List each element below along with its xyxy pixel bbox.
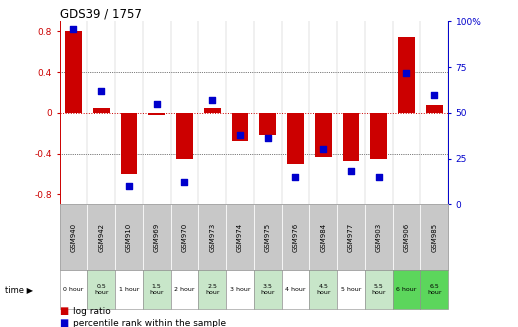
Bar — [65, 31, 82, 113]
Point — [319, 147, 327, 152]
Text: ■: ■ — [60, 318, 69, 327]
Bar — [93, 108, 109, 113]
Text: ■: ■ — [60, 306, 69, 316]
Bar — [204, 108, 221, 113]
Text: 2.5
hour: 2.5 hour — [205, 284, 220, 295]
Bar — [342, 113, 359, 161]
Point — [375, 174, 383, 180]
Text: GSM974: GSM974 — [237, 222, 243, 252]
Text: 2 hour: 2 hour — [174, 287, 195, 292]
Point — [264, 136, 272, 141]
Text: 3 hour: 3 hour — [229, 287, 250, 292]
Bar — [260, 113, 276, 135]
Bar — [370, 113, 387, 159]
Text: GSM973: GSM973 — [209, 222, 215, 252]
Bar — [121, 113, 137, 174]
Text: 5 hour: 5 hour — [341, 287, 361, 292]
Text: GSM910: GSM910 — [126, 222, 132, 252]
Point — [347, 169, 355, 174]
Bar — [426, 105, 442, 113]
Text: 4.5
hour: 4.5 hour — [316, 284, 330, 295]
Text: 1 hour: 1 hour — [119, 287, 139, 292]
Point — [97, 88, 105, 94]
Point — [430, 92, 438, 97]
Text: percentile rank within the sample: percentile rank within the sample — [73, 318, 226, 327]
Bar — [287, 113, 304, 164]
Text: 5.5
hour: 5.5 hour — [371, 284, 386, 295]
Point — [291, 174, 299, 180]
Text: GDS39 / 1757: GDS39 / 1757 — [60, 7, 141, 20]
Text: GSM906: GSM906 — [404, 222, 409, 252]
Bar — [148, 113, 165, 115]
Text: 6 hour: 6 hour — [396, 287, 416, 292]
Text: 4 hour: 4 hour — [285, 287, 306, 292]
Text: GSM942: GSM942 — [98, 223, 104, 251]
Text: 3.5
hour: 3.5 hour — [261, 284, 275, 295]
Text: 1.5
hour: 1.5 hour — [150, 284, 164, 295]
Text: 0.5
hour: 0.5 hour — [94, 284, 108, 295]
Text: GSM975: GSM975 — [265, 222, 271, 252]
Text: log ratio: log ratio — [73, 307, 110, 316]
Text: GSM940: GSM940 — [70, 222, 77, 252]
Bar — [176, 113, 193, 159]
Point — [180, 180, 189, 185]
Text: GSM970: GSM970 — [181, 222, 188, 252]
Point — [208, 97, 217, 103]
Text: GSM976: GSM976 — [293, 222, 298, 252]
Text: 6.5
hour: 6.5 hour — [427, 284, 441, 295]
Text: GSM985: GSM985 — [431, 222, 437, 252]
Point — [125, 183, 133, 189]
Bar — [232, 113, 248, 141]
Point — [152, 101, 161, 106]
Point — [236, 132, 244, 137]
Text: GSM977: GSM977 — [348, 222, 354, 252]
Point — [69, 26, 78, 31]
Text: GSM903: GSM903 — [376, 222, 382, 252]
Bar — [398, 37, 415, 113]
Text: time ▶: time ▶ — [5, 285, 33, 294]
Bar — [315, 113, 332, 157]
Text: 0 hour: 0 hour — [63, 287, 83, 292]
Text: GSM984: GSM984 — [320, 222, 326, 252]
Text: GSM969: GSM969 — [154, 222, 160, 252]
Point — [402, 70, 411, 75]
